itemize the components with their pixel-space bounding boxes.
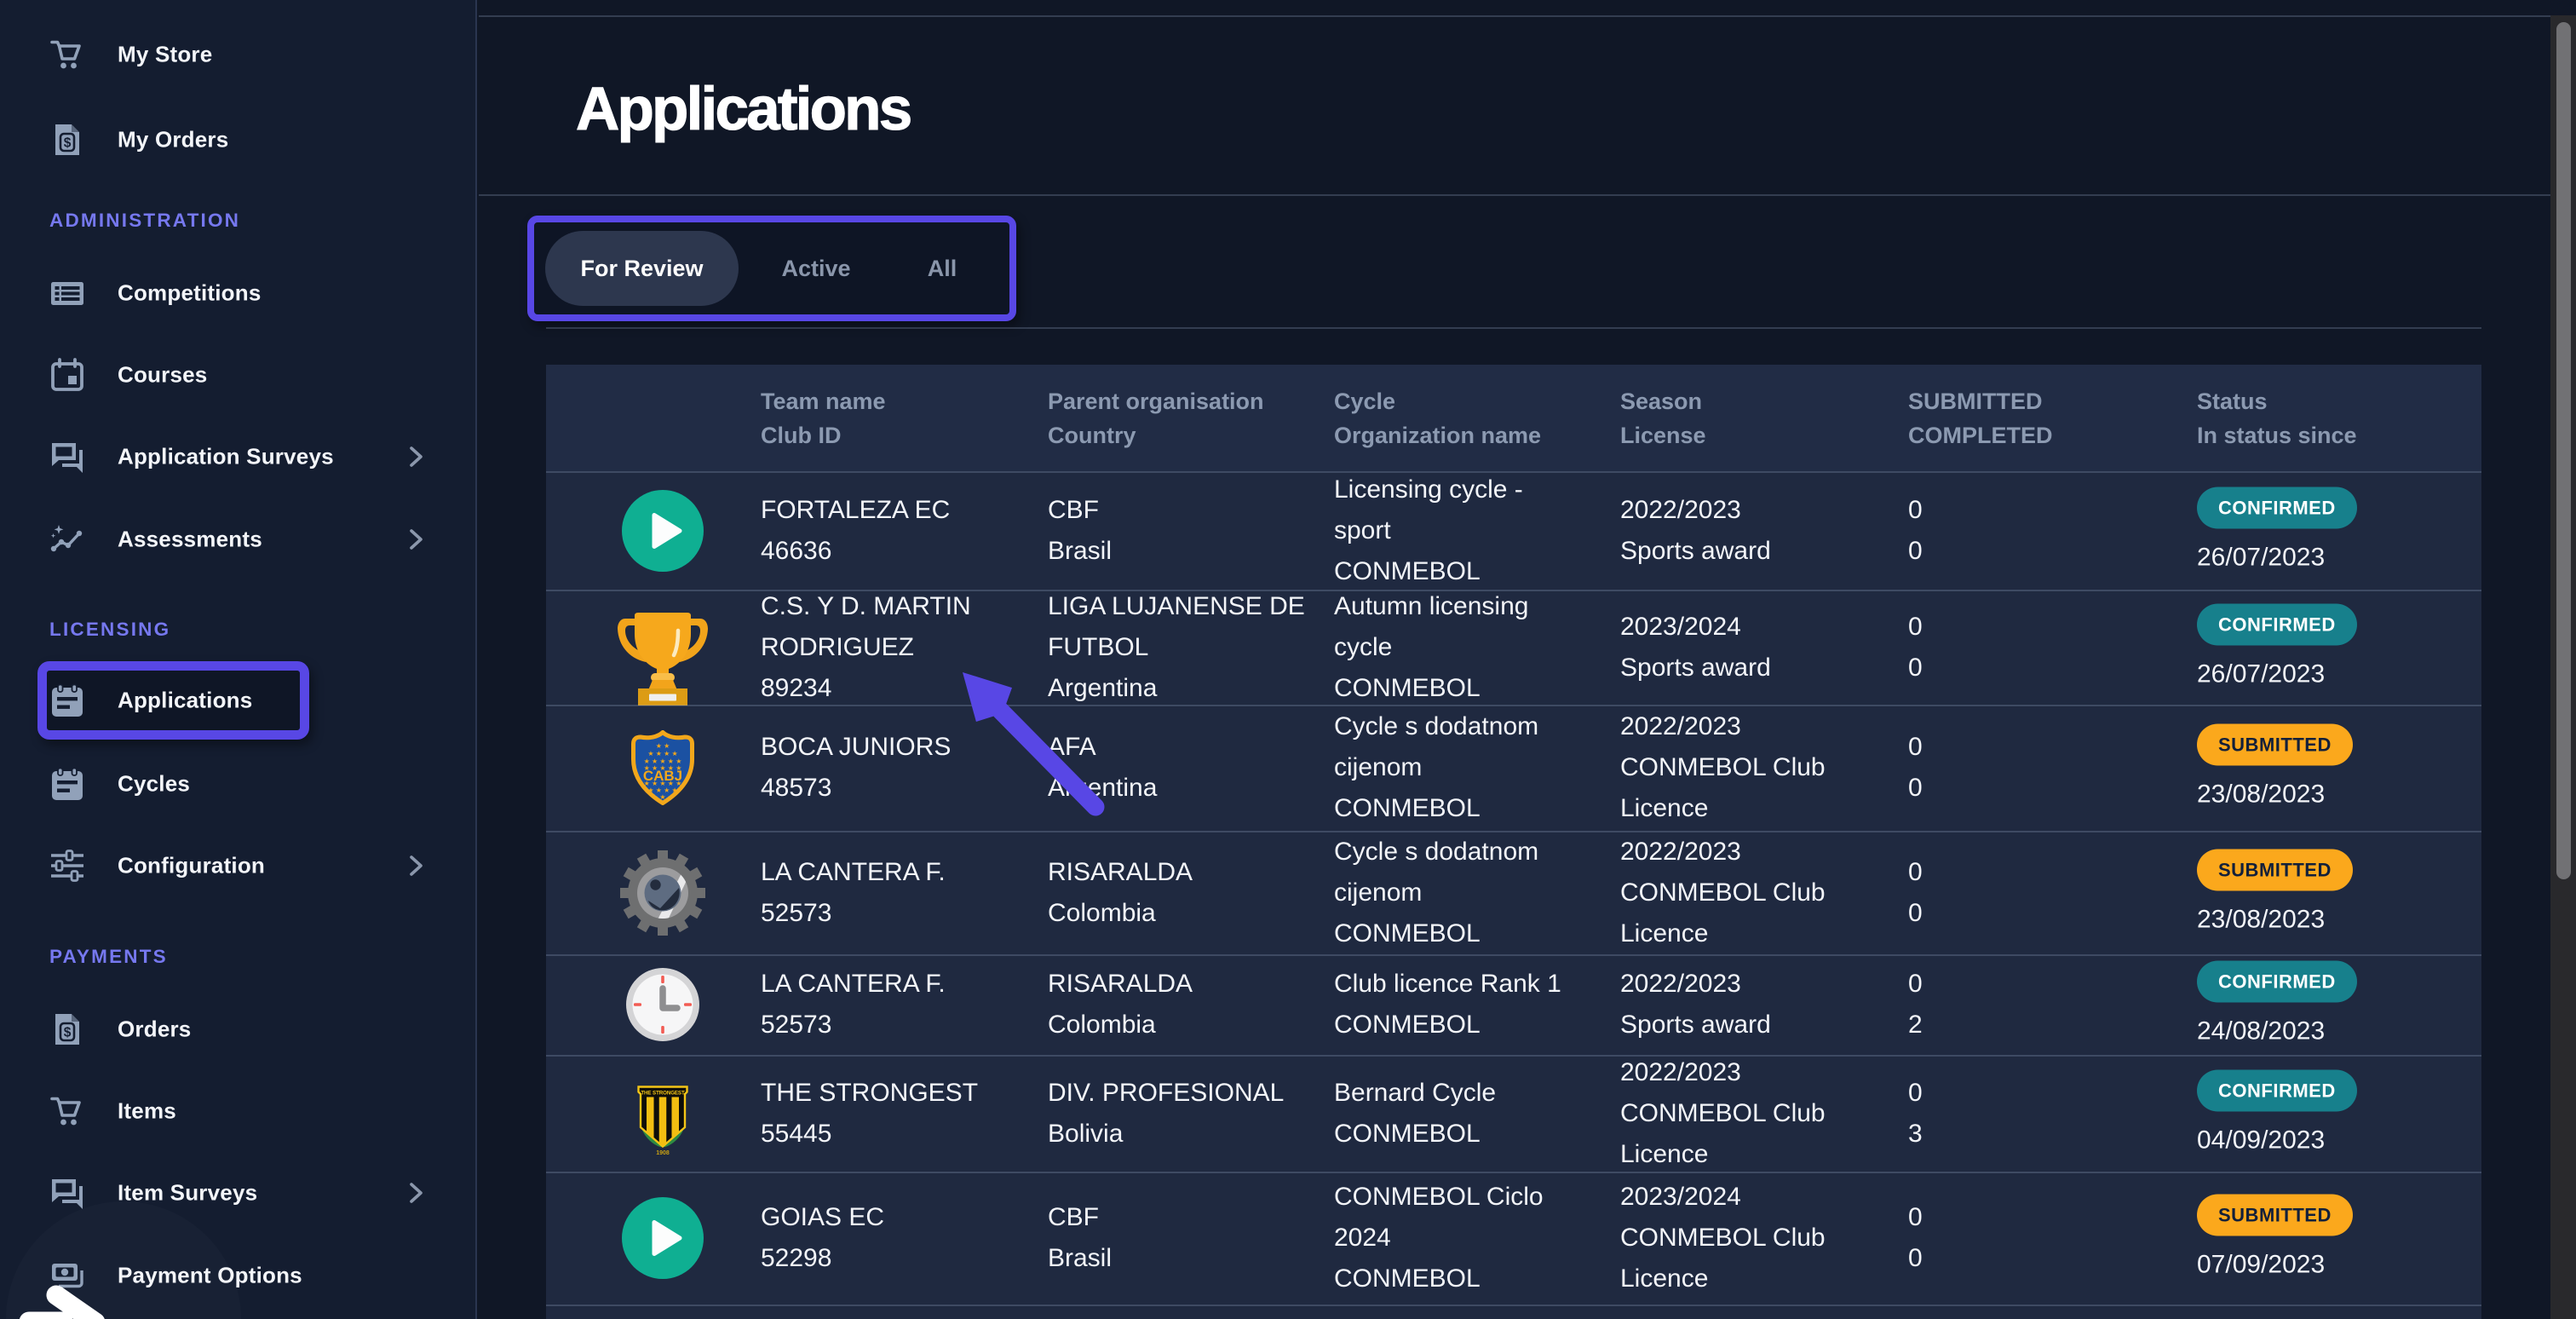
svg-text:1908: 1908 <box>656 1150 670 1156</box>
svg-text:★ ★ ★ ★: ★ ★ ★ ★ <box>647 750 677 757</box>
svg-text:★ ★ ★: ★ ★ ★ <box>652 793 674 801</box>
svg-text:★ ★ ★ ★ ★: ★ ★ ★ ★ ★ <box>644 780 682 787</box>
svg-text:THE STRONGEST: THE STRONGEST <box>641 1090 685 1096</box>
svg-text:★ ★ ★ ★ ★: ★ ★ ★ ★ ★ <box>644 757 682 765</box>
svg-text:CABJ: CABJ <box>643 768 682 784</box>
svg-text:★ ★ ★ ★: ★ ★ ★ ★ <box>647 786 677 794</box>
svg-text:★ ★: ★ ★ <box>656 799 670 805</box>
svg-text:★ ★: ★ ★ <box>656 742 670 750</box>
svg-text:$: $ <box>64 1026 72 1040</box>
svg-text:★ ★ ★ ★ ★: ★ ★ ★ ★ ★ <box>644 764 682 772</box>
svg-text:$: $ <box>64 136 72 151</box>
